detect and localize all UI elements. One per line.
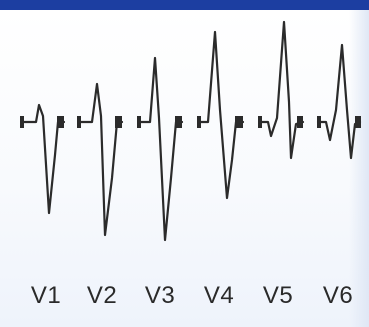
lead-trace-v5 bbox=[258, 20, 305, 160]
lead-trace-v6 bbox=[316, 43, 362, 160]
lead-label-v6: V6 bbox=[322, 282, 354, 309]
baseline-marker bbox=[175, 116, 182, 128]
lead-trace-v2 bbox=[79, 82, 124, 237]
baseline-marker bbox=[317, 116, 321, 128]
baseline-marker bbox=[197, 116, 201, 128]
baseline-marker bbox=[115, 116, 122, 128]
baseline-marker bbox=[235, 116, 243, 128]
top-banner-bar bbox=[0, 0, 369, 10]
baseline-marker bbox=[77, 116, 81, 128]
baseline-marker bbox=[137, 116, 141, 128]
lead-trace-v4 bbox=[197, 30, 245, 200]
lead-label-v3: V3 bbox=[144, 282, 176, 309]
lead-label-v1: V1 bbox=[30, 282, 62, 309]
lead-label-v5: V5 bbox=[262, 282, 294, 309]
baseline-marker bbox=[57, 116, 64, 128]
figure-panel bbox=[0, 10, 369, 327]
baseline-marker bbox=[355, 116, 361, 128]
lead-label-v4: V4 bbox=[203, 282, 235, 309]
baseline-marker bbox=[258, 116, 262, 128]
lead-trace-v3 bbox=[138, 56, 184, 242]
baseline-marker bbox=[20, 116, 24, 128]
lead-label-v2: V2 bbox=[86, 282, 118, 309]
right-edge-shade bbox=[349, 10, 369, 327]
baseline-marker bbox=[297, 116, 303, 128]
